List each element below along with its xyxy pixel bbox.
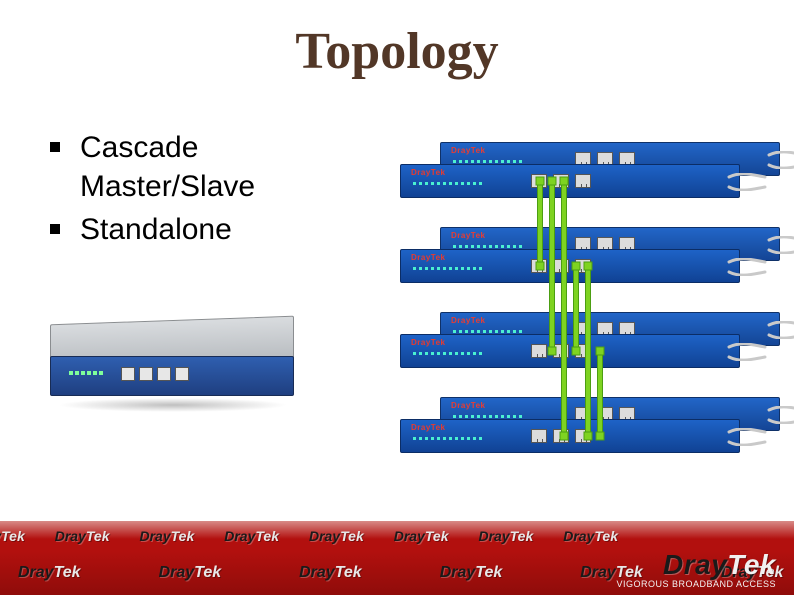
brand-watermark: DrayTek	[309, 528, 364, 544]
device-cable-tail	[767, 406, 794, 424]
device-brand-label: DrayTek	[411, 423, 445, 432]
rack-device: DrayTek	[400, 249, 740, 283]
brand-part-b: Tek	[727, 549, 776, 580]
brand-watermark: DrayTek	[55, 528, 110, 544]
brand-part-a: Dray	[663, 549, 727, 580]
device-cable-tail	[727, 343, 767, 361]
device-rj-ports	[531, 344, 591, 358]
slide-title: Topology	[0, 22, 794, 81]
brand-watermark: DrayTek	[299, 564, 362, 582]
device-pair: DrayTek DrayTek	[400, 312, 740, 368]
brand-watermark: DrayTek	[18, 564, 81, 582]
device-cable-tail	[767, 236, 794, 254]
device-cable-tail	[727, 258, 767, 276]
device-brand-label: DrayTek	[411, 338, 445, 347]
device-brand-label: DrayTek	[411, 168, 445, 177]
brand-logo: DrayTek VIGOROUS BROADBAND ACCESS	[616, 549, 776, 589]
device-rj-ports	[531, 259, 591, 273]
brand-watermark: DrayTek	[563, 528, 618, 544]
device-leds	[453, 415, 522, 418]
device-leds	[453, 330, 522, 333]
device-leds	[453, 160, 522, 163]
brand-watermark: DrayTek	[159, 564, 222, 582]
device-pair: DrayTek DrayTek	[400, 142, 740, 198]
device-leds	[453, 245, 522, 248]
device-shadow	[58, 398, 288, 412]
device-leds	[413, 437, 482, 440]
device-cable-tail	[767, 151, 794, 169]
footer-band-top: DrayTek DrayTek DrayTek DrayTek DrayTek DrayT…	[0, 521, 794, 551]
brand-watermark: DrayTek	[394, 528, 449, 544]
device-ports	[121, 367, 189, 381]
device-leds	[69, 371, 103, 375]
brand-tagline: VIGOROUS BROADBAND ACCESS	[616, 579, 776, 589]
device-cable-tail	[767, 321, 794, 339]
device-pair: DrayTek DrayTek	[400, 227, 740, 283]
brand-watermark: DrayTek	[140, 528, 195, 544]
bullet-list: Cascade Master/Slave Standalone	[50, 128, 255, 253]
device-brand-label: DrayTek	[451, 231, 485, 240]
bullet-marker	[50, 142, 60, 152]
device-brand-label: DrayTek	[451, 401, 485, 410]
device-front	[50, 356, 294, 396]
bullet-item: Cascade Master/Slave	[50, 128, 255, 206]
brand-watermark: DrayTek	[440, 564, 503, 582]
device-rj-ports	[531, 429, 591, 443]
rack-device: DrayTek	[400, 334, 740, 368]
standalone-device-figure	[42, 320, 302, 410]
rack-device: DrayTek	[400, 419, 740, 453]
bullet-text: Standalone	[80, 210, 232, 249]
brand-watermark: DrayTek	[224, 528, 279, 544]
device-rj-ports	[531, 174, 591, 188]
device-cable-tail	[727, 173, 767, 191]
brand-watermark: DrayTek	[0, 528, 25, 544]
device-pair: DrayTek DrayTek	[400, 397, 740, 453]
device-brand-label: DrayTek	[451, 146, 485, 155]
bullet-text: Cascade Master/Slave	[80, 128, 255, 206]
footer: DrayTekDrayTekDrayTekDrayTekDrayTekDrayT…	[0, 521, 794, 595]
device-leds	[413, 352, 482, 355]
slide: Topology Cascade Master/Slave Standalone…	[0, 0, 794, 595]
rack-device: DrayTek	[400, 164, 740, 198]
brand-wordmark: DrayTek	[616, 549, 776, 581]
device-leds	[413, 267, 482, 270]
device-brand-label: DrayTek	[411, 253, 445, 262]
bullet-item: Standalone	[50, 210, 255, 249]
device-leds	[413, 182, 482, 185]
cascade-stack-figure: DrayTekDrayTekDrayTekDrayTekDrayTekDrayT…	[400, 142, 780, 502]
device-brand-label: DrayTek	[451, 316, 485, 325]
device-cable-tail	[727, 428, 767, 446]
bullet-marker	[50, 224, 60, 234]
brand-watermark: DrayTek	[479, 528, 534, 544]
